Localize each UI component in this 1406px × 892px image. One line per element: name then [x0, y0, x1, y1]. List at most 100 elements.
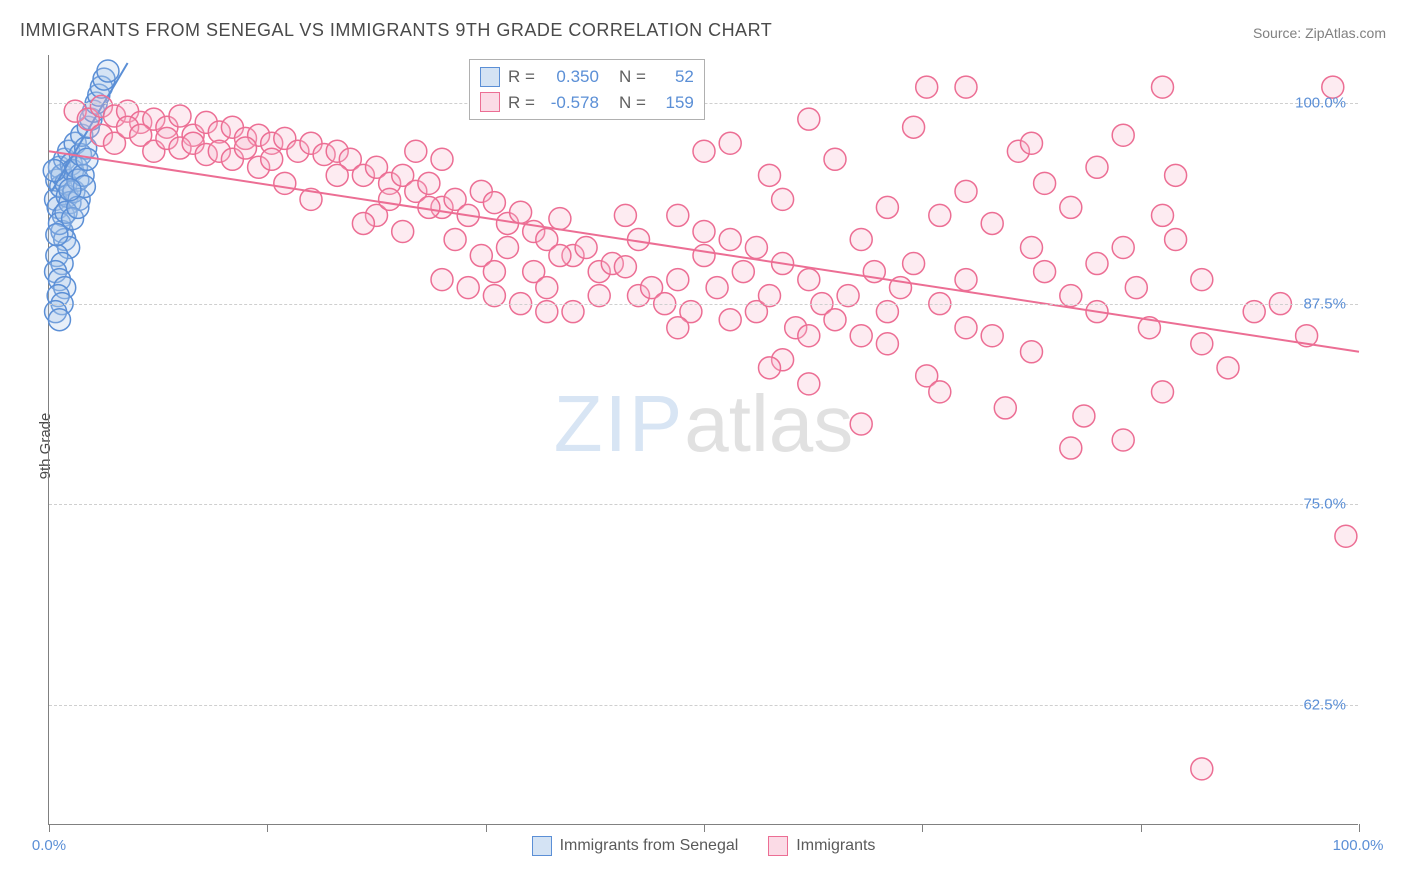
- data-point: [876, 196, 898, 218]
- data-point: [1191, 758, 1213, 780]
- x-tick: [267, 824, 268, 832]
- data-point: [876, 333, 898, 355]
- data-point: [693, 140, 715, 162]
- data-point: [772, 188, 794, 210]
- data-point: [1191, 269, 1213, 291]
- data-point: [903, 116, 925, 138]
- x-tick: [1141, 824, 1142, 832]
- data-point: [955, 180, 977, 202]
- data-point: [732, 261, 754, 283]
- x-tick: [922, 824, 923, 832]
- x-tick: [486, 824, 487, 832]
- data-point: [536, 277, 558, 299]
- data-point: [76, 148, 98, 170]
- n-label: N =: [619, 64, 646, 90]
- data-point: [483, 192, 505, 214]
- data-point: [1152, 204, 1174, 226]
- data-point: [444, 228, 466, 250]
- legend-label: Immigrants: [796, 837, 875, 855]
- data-point: [497, 237, 519, 259]
- n-value: 159: [654, 90, 694, 116]
- data-point: [457, 277, 479, 299]
- data-point: [706, 277, 728, 299]
- data-point: [850, 413, 872, 435]
- y-tick-label: 87.5%: [1303, 295, 1346, 312]
- n-label: N =: [619, 90, 646, 116]
- data-point: [719, 132, 741, 154]
- data-point: [1112, 124, 1134, 146]
- data-point: [1165, 164, 1187, 186]
- data-point: [1021, 341, 1043, 363]
- data-point: [431, 269, 453, 291]
- y-tick-label: 75.0%: [1303, 496, 1346, 513]
- stats-row: R =0.350N =52: [480, 64, 694, 90]
- data-point: [667, 317, 689, 339]
- data-point: [929, 381, 951, 403]
- data-point: [667, 269, 689, 291]
- legend: Immigrants from Senegal Immigrants: [49, 836, 1358, 856]
- data-point: [798, 373, 820, 395]
- scatter-chart: [49, 55, 1358, 824]
- gridline: [49, 304, 1358, 305]
- gridline: [49, 504, 1358, 505]
- data-point: [824, 148, 846, 170]
- data-point: [955, 76, 977, 98]
- legend-item: Immigrants from Senegal: [532, 836, 739, 856]
- data-point: [994, 397, 1016, 419]
- data-point: [1034, 261, 1056, 283]
- data-point: [48, 309, 70, 331]
- r-label: R =: [508, 64, 535, 90]
- x-tick-label-min: 0.0%: [32, 837, 66, 854]
- data-point: [850, 325, 872, 347]
- data-point: [759, 164, 781, 186]
- x-tick: [1359, 824, 1360, 832]
- series-swatch: [480, 67, 500, 87]
- data-point: [575, 237, 597, 259]
- data-point: [955, 269, 977, 291]
- chart-title: IMMIGRANTS FROM SENEGAL VS IMMIGRANTS 9T…: [20, 20, 772, 41]
- data-point: [510, 201, 532, 223]
- data-point: [981, 325, 1003, 347]
- data-point: [1086, 156, 1108, 178]
- data-point: [759, 357, 781, 379]
- data-point: [1112, 237, 1134, 259]
- y-tick-label: 100.0%: [1295, 95, 1346, 112]
- trend-line: [49, 151, 1359, 352]
- legend-item: Immigrants: [768, 836, 875, 856]
- data-point: [1125, 277, 1147, 299]
- legend-swatch: [768, 836, 788, 856]
- data-point: [614, 256, 636, 278]
- data-point: [405, 140, 427, 162]
- data-point: [929, 204, 951, 226]
- data-point: [235, 137, 257, 159]
- x-tick-label-max: 100.0%: [1333, 837, 1384, 854]
- data-point: [1060, 437, 1082, 459]
- data-point: [379, 188, 401, 210]
- y-tick-label: 62.5%: [1303, 696, 1346, 713]
- data-point: [1086, 253, 1108, 275]
- r-label: R =: [508, 90, 535, 116]
- data-point: [850, 228, 872, 250]
- x-tick: [704, 824, 705, 832]
- legend-label: Immigrants from Senegal: [560, 837, 739, 855]
- data-point: [1335, 525, 1357, 547]
- data-point: [326, 164, 348, 186]
- correlation-stats-box: R =0.350N =52R =-0.578N =159: [469, 59, 705, 120]
- series-swatch: [480, 92, 500, 112]
- data-point: [97, 60, 119, 82]
- data-point: [798, 325, 820, 347]
- data-point: [1152, 76, 1174, 98]
- data-point: [1165, 228, 1187, 250]
- r-value: 0.350: [543, 64, 599, 90]
- data-point: [1060, 196, 1082, 218]
- data-point: [59, 179, 81, 201]
- source-attribution: Source: ZipAtlas.com: [1253, 25, 1386, 41]
- data-point: [43, 160, 65, 182]
- data-point: [798, 108, 820, 130]
- data-point: [981, 212, 1003, 234]
- data-point: [693, 245, 715, 267]
- plot-area: ZIPatlas 62.5%75.0%87.5%100.0% R =0.350N…: [48, 55, 1358, 825]
- data-point: [169, 105, 191, 127]
- data-point: [1021, 132, 1043, 154]
- data-point: [693, 220, 715, 242]
